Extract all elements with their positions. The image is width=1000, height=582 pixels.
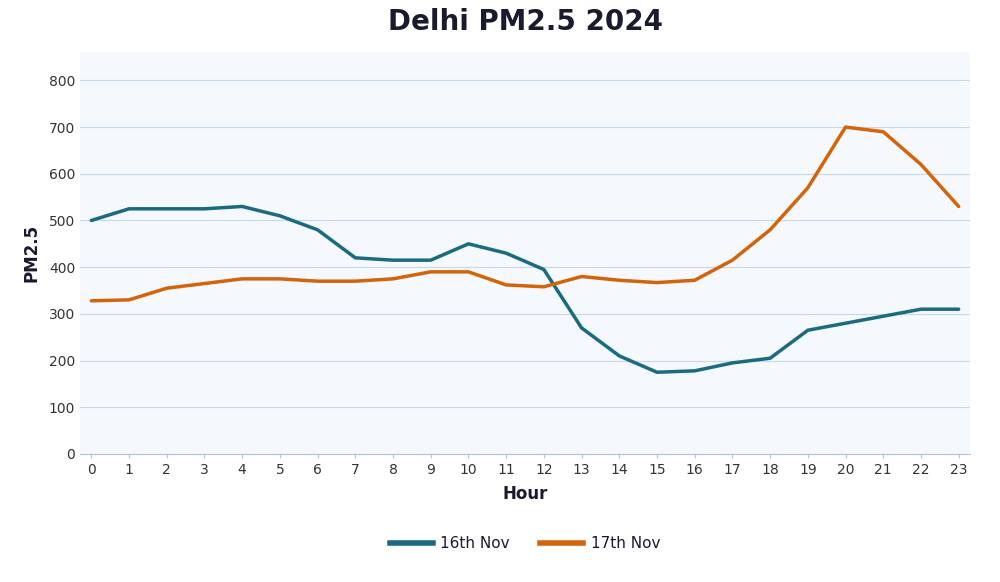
16th Nov (425, 257, 437, 264)
16th Nov (576, 324, 588, 331)
17th Nov (462, 268, 474, 275)
17th Nov (802, 184, 814, 191)
17th Nov (387, 275, 399, 282)
17th Nov (312, 278, 324, 285)
16th Nov (274, 212, 286, 219)
16th Nov (689, 367, 701, 374)
17th Nov (198, 280, 210, 287)
17th Nov (425, 268, 437, 275)
Line: 16th Nov: 16th Nov (91, 207, 959, 372)
16th Nov (764, 355, 776, 362)
16th Nov (198, 205, 210, 212)
16th Nov (85, 217, 97, 224)
17th Nov (123, 296, 135, 303)
Y-axis label: PM2.5: PM2.5 (22, 224, 40, 282)
16th Nov (387, 257, 399, 264)
16th Nov (500, 250, 512, 257)
17th Nov (726, 257, 738, 264)
17th Nov (613, 277, 625, 284)
16th Nov (915, 306, 927, 313)
16th Nov (651, 369, 663, 376)
16th Nov (613, 353, 625, 360)
16th Nov (349, 254, 361, 261)
X-axis label: Hour: Hour (502, 485, 548, 503)
17th Nov (651, 279, 663, 286)
16th Nov (726, 360, 738, 367)
17th Nov (915, 161, 927, 168)
16th Nov (123, 205, 135, 212)
16th Nov (538, 266, 550, 273)
17th Nov (953, 203, 965, 210)
16th Nov (236, 203, 248, 210)
16th Nov (802, 327, 814, 333)
16th Nov (877, 313, 889, 320)
17th Nov (538, 283, 550, 290)
16th Nov (161, 205, 173, 212)
17th Nov (764, 226, 776, 233)
17th Nov (877, 128, 889, 135)
Legend: 16th Nov, 17th Nov: 16th Nov, 17th Nov (384, 530, 666, 557)
17th Nov (85, 297, 97, 304)
17th Nov (840, 123, 852, 130)
17th Nov (161, 285, 173, 292)
16th Nov (462, 240, 474, 247)
17th Nov (689, 277, 701, 284)
17th Nov (274, 275, 286, 282)
Title: Delhi PM2.5 2024: Delhi PM2.5 2024 (388, 8, 662, 36)
16th Nov (953, 306, 965, 313)
16th Nov (312, 226, 324, 233)
17th Nov (500, 282, 512, 289)
16th Nov (840, 320, 852, 327)
Line: 17th Nov: 17th Nov (91, 127, 959, 301)
17th Nov (349, 278, 361, 285)
17th Nov (576, 273, 588, 280)
17th Nov (236, 275, 248, 282)
